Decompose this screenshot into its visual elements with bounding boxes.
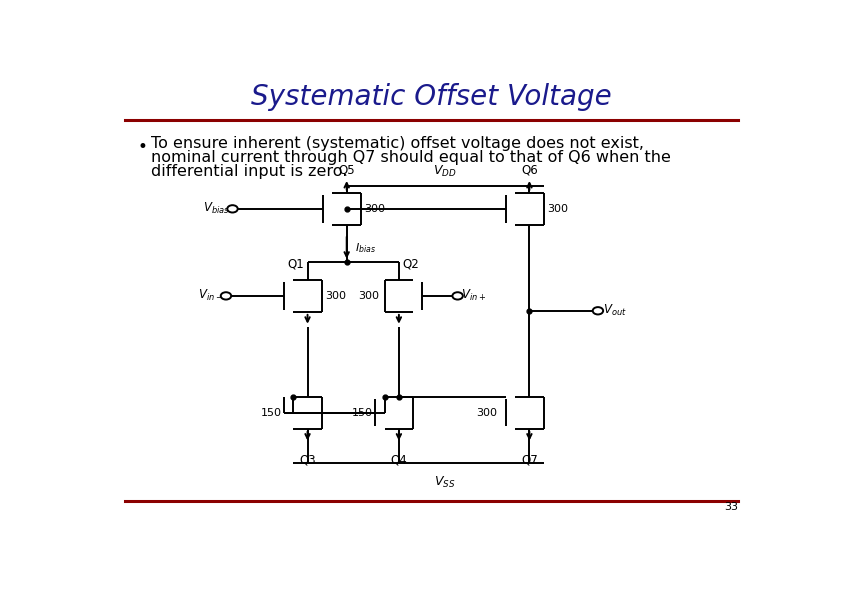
Text: 150: 150 — [260, 408, 281, 418]
Text: Q7: Q7 — [521, 454, 538, 467]
Text: differential input is zero.: differential input is zero. — [151, 164, 347, 179]
Text: Q3: Q3 — [299, 454, 316, 467]
Text: $V_{bias}$: $V_{bias}$ — [203, 201, 229, 217]
Text: Q1: Q1 — [287, 258, 304, 271]
Text: 150: 150 — [352, 408, 373, 418]
Text: $V_{in-}$: $V_{in-}$ — [198, 289, 222, 303]
Text: Systematic Offset Voltage: Systematic Offset Voltage — [251, 83, 612, 111]
Text: 300: 300 — [359, 291, 380, 301]
Text: 300: 300 — [476, 408, 497, 418]
Text: To ensure inherent (systematic) offset voltage does not exist,: To ensure inherent (systematic) offset v… — [151, 136, 644, 152]
Text: $V_{in+}$: $V_{in+}$ — [461, 289, 486, 303]
Text: 300: 300 — [547, 204, 568, 214]
Text: Q4: Q4 — [391, 454, 408, 467]
Text: 300: 300 — [365, 204, 386, 214]
Text: Q2: Q2 — [402, 258, 419, 271]
Text: $V_{out}$: $V_{out}$ — [603, 303, 627, 318]
Text: Q6: Q6 — [521, 164, 538, 177]
Text: $I_{bias}$: $I_{bias}$ — [354, 241, 376, 255]
Text: 300: 300 — [325, 291, 346, 301]
Text: 33: 33 — [724, 502, 738, 512]
Text: $V_{SS}$: $V_{SS}$ — [434, 475, 456, 490]
Text: Q5: Q5 — [338, 164, 355, 177]
Text: •: • — [138, 138, 147, 156]
Text: $V_{DD}$: $V_{DD}$ — [433, 164, 456, 179]
Text: nominal current through Q7 should equal to that of Q6 when the: nominal current through Q7 should equal … — [151, 150, 671, 165]
